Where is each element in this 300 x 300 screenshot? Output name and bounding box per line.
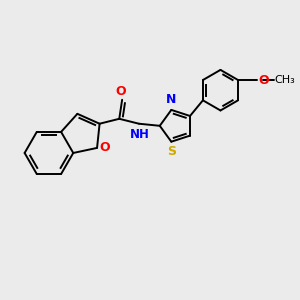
Text: N: N — [166, 93, 176, 106]
Text: NH: NH — [130, 128, 149, 141]
Text: O: O — [99, 141, 110, 154]
Text: O: O — [115, 85, 126, 98]
Text: S: S — [167, 145, 176, 158]
Text: O: O — [258, 74, 269, 86]
Text: CH₃: CH₃ — [274, 75, 295, 85]
